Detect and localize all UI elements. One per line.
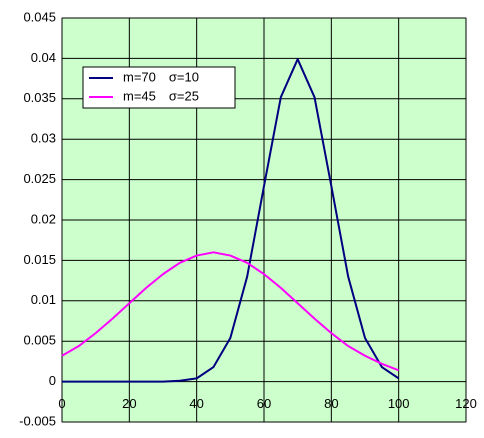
y-tick-label: 0.045	[23, 9, 56, 24]
y-tick-label: 0.015	[23, 252, 56, 267]
series-line	[61, 251, 400, 372]
y-tick-label: 0	[49, 373, 56, 388]
y-tick-label: 0.025	[23, 171, 56, 186]
y-tick-label: 0.005	[23, 333, 56, 348]
y-tick-label: 0.01	[31, 292, 56, 307]
series-line	[62, 58, 400, 383]
y-tick-label: 0.03	[31, 131, 56, 146]
y-tick-label: 0.02	[31, 211, 56, 226]
y-tick-label: 0.035	[23, 90, 56, 105]
legend-label: m=70 σ=10	[123, 69, 199, 84]
y-tick-label: 0.04	[31, 50, 56, 65]
y-tick-label: -0.005	[19, 413, 56, 428]
legend-label: m=45 σ=25	[123, 88, 199, 103]
legend-box	[82, 66, 236, 109]
